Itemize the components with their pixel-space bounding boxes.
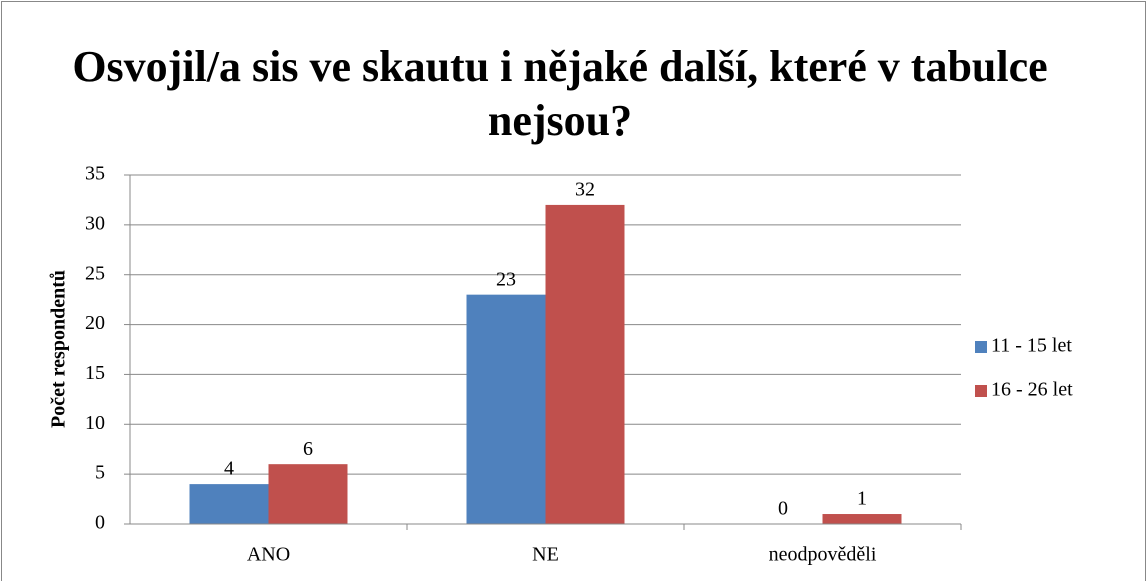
y-tick-label: 20 <box>85 312 105 334</box>
bar <box>268 464 348 524</box>
y-tick-label: 5 <box>95 462 105 484</box>
legend-label: 16 - 26 let <box>991 379 1073 401</box>
bar <box>545 204 625 524</box>
y-tick-label: 30 <box>85 212 105 234</box>
legend-swatch <box>975 385 987 397</box>
data-label: 1 <box>857 488 867 510</box>
data-label: 4 <box>224 458 234 480</box>
legend-label: 11 - 15 let <box>991 335 1072 357</box>
data-label: 0 <box>778 498 788 520</box>
data-label: 32 <box>575 179 595 201</box>
x-tick-label: NE <box>532 544 559 566</box>
y-tick-label: 10 <box>85 412 105 434</box>
x-tick-label: ANO <box>247 544 290 566</box>
bar <box>189 484 269 524</box>
bar <box>822 514 902 524</box>
legend-swatch <box>975 341 987 353</box>
data-label: 6 <box>303 438 313 460</box>
data-label: 23 <box>496 268 516 290</box>
chart-title: Osvojil/a sis ve skautu i nějaké další, … <box>72 42 1048 145</box>
y-tick-label: 0 <box>95 512 105 534</box>
y-tick-label: 25 <box>85 262 105 284</box>
x-tick-label: neodpověděli <box>769 544 877 566</box>
y-tick-label: 15 <box>85 362 105 384</box>
bar <box>466 294 546 524</box>
y-tick-label: 35 <box>85 163 105 185</box>
y-axis-label: Počet respondentů <box>48 270 70 428</box>
